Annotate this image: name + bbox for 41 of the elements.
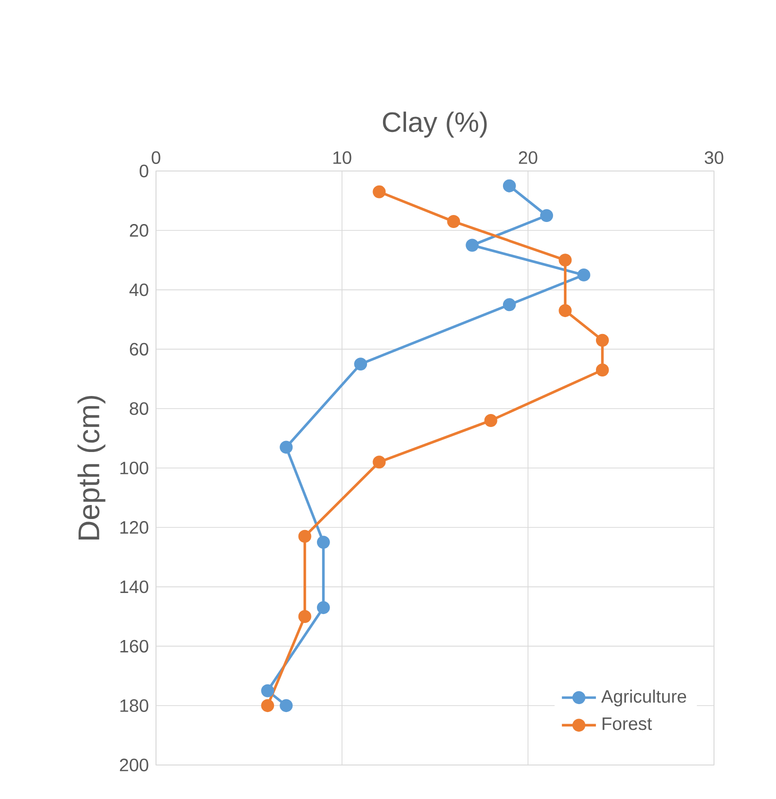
point <box>577 268 590 282</box>
point <box>447 215 460 228</box>
y-tick-label: 200 <box>120 758 148 772</box>
point <box>372 185 386 198</box>
y-tick-label: 0 <box>140 164 148 178</box>
point <box>316 536 330 549</box>
y-tick-label: 40 <box>129 283 148 296</box>
x-tick-label: 30 <box>704 151 724 164</box>
y-tick-label: 160 <box>120 640 148 653</box>
point <box>280 699 293 712</box>
point <box>466 238 479 252</box>
point <box>372 456 386 469</box>
point <box>261 699 274 712</box>
point <box>261 684 274 698</box>
point <box>502 298 516 312</box>
point <box>596 364 609 376</box>
legend-label: Forest <box>602 718 652 730</box>
point <box>558 304 572 318</box>
point <box>316 601 330 614</box>
point <box>298 530 312 543</box>
y-tick-label: 140 <box>120 580 148 594</box>
y-axis-title: Depth (cm) <box>78 396 106 540</box>
point <box>298 610 312 623</box>
y-tick-label: 100 <box>120 462 148 474</box>
point <box>596 334 609 347</box>
x-tick-label: 20 <box>518 151 538 164</box>
point <box>354 358 368 371</box>
point <box>502 179 516 192</box>
y-tick-label: 20 <box>130 224 148 237</box>
point <box>540 209 554 222</box>
legend-label: Agriculture <box>601 690 686 706</box>
point <box>484 414 498 427</box>
y-tick-label: 60 <box>130 342 148 356</box>
y-tick-label: 120 <box>120 521 148 534</box>
y-tick-label: 180 <box>120 699 148 712</box>
y-tick-label: 80 <box>130 402 148 415</box>
point <box>280 440 293 454</box>
point <box>558 254 572 267</box>
x-axis-title: Clay (%) <box>382 112 487 138</box>
x-tick-label: 10 <box>333 151 352 164</box>
x-tick-label: 0 <box>152 151 160 164</box>
